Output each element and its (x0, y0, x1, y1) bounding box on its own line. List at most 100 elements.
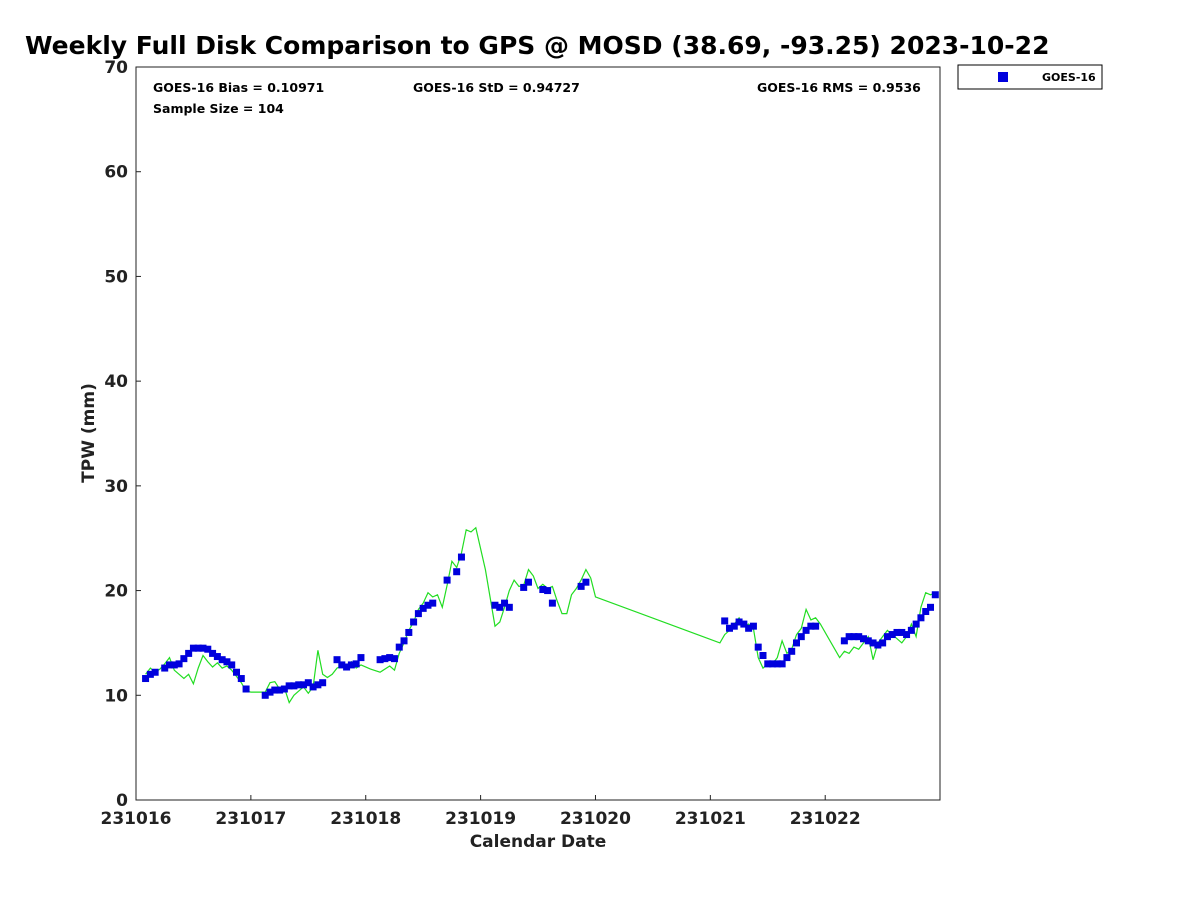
goes-point (907, 626, 915, 634)
goes-point (395, 643, 403, 651)
goes-point (280, 685, 288, 693)
goes-point (778, 660, 786, 668)
goes-point (443, 576, 451, 584)
goes-point (922, 608, 930, 616)
goes-point (783, 654, 791, 662)
bias-annotation: GOES-16 Bias = 0.10971 (153, 80, 324, 95)
goes-point (788, 647, 796, 655)
goes-point (304, 679, 312, 687)
gps-series (145, 526, 936, 704)
goes-point (213, 653, 221, 661)
goes-point (290, 682, 298, 690)
goes-point (764, 660, 772, 668)
goes-point (180, 655, 188, 663)
goes-point (410, 618, 418, 626)
x-tick-label: 231016 (101, 809, 172, 829)
goes-point (740, 620, 748, 628)
goes-point (189, 644, 197, 652)
x-tick-label: 231020 (560, 809, 631, 829)
goes-point (491, 601, 499, 609)
goes-point (501, 599, 509, 607)
goes-point (261, 691, 269, 699)
goes-point (237, 675, 245, 683)
goes-point (520, 583, 528, 591)
goes-point (424, 601, 432, 609)
goes-point (792, 639, 800, 647)
goes-point (898, 628, 906, 636)
goes-point (376, 656, 384, 664)
goes-point (860, 635, 868, 643)
goes-point (457, 553, 465, 561)
goes-point (276, 686, 284, 694)
goes-point (773, 660, 781, 668)
goes-point (721, 617, 729, 625)
chart-title: Weekly Full Disk Comparison to GPS @ MOS… (25, 31, 1049, 60)
goes-point (352, 660, 360, 668)
x-tick-label: 231019 (445, 809, 516, 829)
goes-point (333, 656, 341, 664)
goes-point (874, 641, 882, 649)
goes-point (228, 661, 236, 669)
goes-point (855, 633, 863, 641)
goes-point (879, 639, 887, 647)
rms-annotation: GOES-16 RMS = 0.9536 (757, 80, 921, 95)
goes-point (869, 639, 877, 647)
goes-point (840, 637, 848, 645)
std-annotation: GOES-16 StD = 0.94727 (413, 80, 580, 95)
goes-point (917, 614, 925, 622)
goes-point (548, 599, 556, 607)
x-tick-label: 231018 (330, 809, 401, 829)
goes-point (544, 587, 552, 595)
legend: GOES-16 (957, 64, 1103, 90)
goes-series (142, 553, 939, 699)
goes-point (539, 586, 547, 594)
goes-point (745, 624, 753, 632)
goes-point (142, 675, 150, 683)
goes-point (453, 568, 461, 576)
goes-point (864, 637, 872, 645)
goes-point (209, 649, 217, 657)
x-tick-label: 231017 (215, 809, 286, 829)
goes-point (146, 670, 154, 678)
axes: 0 10 20 30 40 50 60 70 231016 231017 231018 231019 2… (101, 58, 941, 829)
goes-point (524, 578, 532, 586)
goes-point (802, 626, 810, 634)
x-tick-label: 231022 (790, 809, 861, 829)
goes-point (319, 679, 327, 687)
gps-line (145, 526, 936, 704)
goes-point (347, 661, 355, 669)
goes-point (725, 624, 733, 632)
goes-point (357, 654, 365, 662)
goes-point (812, 622, 820, 630)
goes-point (903, 631, 911, 639)
goes-point (769, 660, 777, 668)
goes-point (893, 628, 901, 636)
y-tick-label: 40 (104, 372, 128, 392)
stats-annotations: GOES-16 Bias = 0.10971 GOES-16 StD = 0.9… (153, 80, 921, 116)
goes-point (166, 661, 174, 669)
goes-point (390, 655, 398, 663)
goes-point (218, 656, 226, 664)
goes-point (386, 654, 394, 662)
goes-point (175, 660, 183, 668)
goes-point (405, 628, 413, 636)
goes-point (161, 664, 169, 672)
legend-box (957, 64, 1103, 90)
y-tick-label: 50 (104, 267, 128, 287)
goes-point (888, 631, 896, 639)
legend-label-goes16: GOES-16 (1042, 71, 1096, 84)
goes-point (271, 686, 279, 694)
goes-point (204, 645, 212, 653)
goes-point (912, 620, 920, 628)
legend-marker-goes16 (998, 72, 1008, 82)
goes-point (242, 685, 250, 693)
goes-point (735, 618, 743, 626)
goes-point (185, 649, 193, 657)
goes-point (883, 633, 891, 641)
y-tick-label: 0 (116, 791, 128, 811)
goes-point (343, 663, 351, 671)
goes-point (338, 661, 346, 669)
x-tick-label: 231021 (675, 809, 746, 829)
goes-point (199, 644, 207, 652)
